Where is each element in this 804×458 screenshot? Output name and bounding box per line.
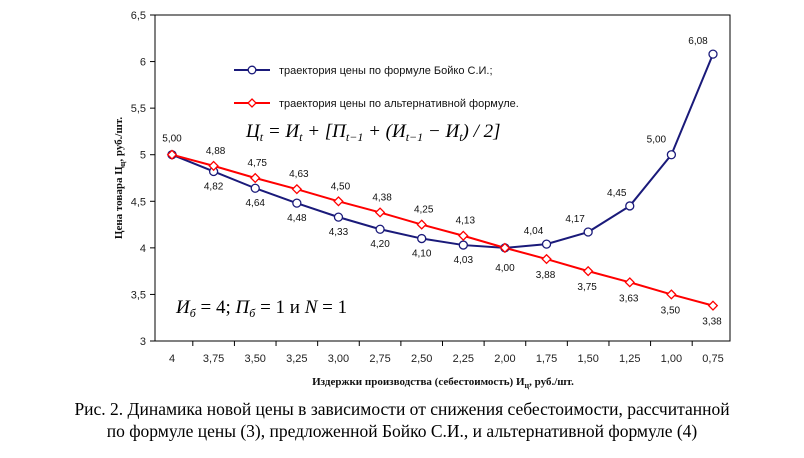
x-tick-label: 3,00 <box>328 353 349 365</box>
data-point-alternative <box>374 207 386 218</box>
data-label-boyko: 5,00 <box>162 134 182 145</box>
data-point-alternative <box>458 230 469 241</box>
data-point-boyko <box>333 212 344 222</box>
data-labels-layer: 5,00 4,82 4,64 4,48 4,33 4,20 4,10 4,03 4,00 4,04… <box>162 36 722 327</box>
legend-label-boyko: траектория цены по формуле Бойко С.И.; <box>279 65 493 77</box>
x-tick-label: 2,75 <box>369 353 390 365</box>
data-label-alternative: 3,63 <box>619 293 639 304</box>
data-point-boyko <box>541 239 552 249</box>
y-axis-title: Цена товара Цц, руб./шт. <box>113 117 127 239</box>
data-point-alternative <box>208 160 219 172</box>
data-point-alternative <box>416 219 427 230</box>
data-point-boyko <box>708 49 718 59</box>
series-line-alternative <box>171 153 714 307</box>
y-tick-label: 6 <box>140 57 146 69</box>
data-label-boyko: 4,03 <box>454 255 474 266</box>
data-label-alternative: 4,88 <box>206 146 226 157</box>
data-point-boyko <box>625 201 635 211</box>
caption-line-2: по формуле цены (3), предложенной Бойко … <box>106 421 698 441</box>
data-point-boyko <box>458 240 468 250</box>
x-tick-label: 3,25 <box>286 353 307 365</box>
data-label-boyko: 4,17 <box>565 214 585 225</box>
x-tick-label: 3,50 <box>245 353 266 365</box>
data-point-alternative <box>166 149 178 160</box>
y-tick-label: 5 <box>140 150 146 162</box>
x-tick-label: 1,25 <box>619 353 640 365</box>
series-line-boyko <box>171 53 714 249</box>
x-tick-label: 1,50 <box>577 353 598 365</box>
data-point-boyko <box>375 224 385 234</box>
data-label-alternative: 4,25 <box>414 205 434 216</box>
data-label-alternative: 4,38 <box>372 192 392 203</box>
data-point-alternative <box>624 277 635 288</box>
x-tick-label: 3,75 <box>203 353 224 365</box>
x-tick-label: 1,75 <box>536 353 557 365</box>
data-point-alternative <box>666 289 677 300</box>
data-label-boyko: 6,08 <box>688 36 708 47</box>
data-label-boyko: 4,00 <box>495 263 515 274</box>
formula-annotation: Цt = Иt + [Пt−1 + (Иt−1 − Иt) / 2] <box>245 121 501 144</box>
legend-label-alternative: траектория цены по альтернативной формул… <box>279 98 519 110</box>
data-label-boyko: 4,82 <box>204 181 224 192</box>
data-label-boyko: 4,10 <box>412 249 432 260</box>
y-tick-label: 3,5 <box>131 289 146 301</box>
data-point-alternative <box>541 253 552 265</box>
data-point-boyko <box>292 198 302 208</box>
data-label-boyko: 4,64 <box>245 198 265 209</box>
data-point-alternative <box>582 265 594 277</box>
data-label-alternative: 4,75 <box>247 158 267 169</box>
x-tick-label: 4 <box>169 353 175 365</box>
data-point-boyko <box>250 183 260 193</box>
data-label-alternative: 3,88 <box>536 270 556 281</box>
data-label-boyko: 4,04 <box>524 226 544 237</box>
x-tick-label: 2,50 <box>411 353 432 365</box>
x-tick-label: 2,25 <box>453 353 474 365</box>
data-point-alternative <box>707 300 719 311</box>
legend-marker-alternative <box>247 98 257 108</box>
caption-line-1: Рис. 2. Динамика новой цены в зависимост… <box>74 399 730 419</box>
x-axis-ticks: 4 3,75 3,50 3,25 3,00 2,75 2,50 2,25 2,00 1,75 1,5… <box>169 341 724 365</box>
legend: траектория цены по формуле Бойко С.И.; т… <box>234 65 519 110</box>
data-point-boyko <box>583 227 593 237</box>
parameters-annotation: Иб = 4; Пб = 1 и N = 1 <box>175 297 347 320</box>
figure-caption: Рис. 2. Динамика новой цены в зависимост… <box>0 398 804 442</box>
y-tick-label: 4,5 <box>131 196 146 208</box>
data-label-alternative: 3,75 <box>577 282 597 293</box>
data-point-alternative <box>250 172 261 184</box>
series-layer <box>166 49 719 311</box>
x-tick-label: 1,00 <box>661 353 682 365</box>
x-axis-title: Издержки производства (себестоимость) Иц… <box>312 376 574 390</box>
price-dynamics-chart: 3 3,5 4 4,5 5 5,5 6 6,5 4 3,75 3,50 3,25 3,00 2,75 2,… <box>113 10 731 390</box>
x-tick-label: 0,75 <box>702 353 723 365</box>
data-label-boyko: 4,33 <box>329 227 349 238</box>
data-label-alternative: 4,63 <box>289 169 309 180</box>
data-point-alternative <box>499 242 511 254</box>
y-tick-label: 5,5 <box>131 103 146 115</box>
data-label-boyko: 4,48 <box>287 213 307 224</box>
data-label-boyko: 5,00 <box>647 135 667 146</box>
x-tick-label: 2,00 <box>494 353 515 365</box>
data-label-alternative: 3,38 <box>702 317 722 328</box>
data-label-boyko: 4,45 <box>607 188 627 199</box>
data-label-alternative: 4,13 <box>456 216 476 227</box>
plot-area-frame <box>154 14 731 342</box>
data-label-boyko: 4,20 <box>370 239 390 250</box>
y-tick-label: 4 <box>140 243 146 255</box>
y-axis-ticks: 3 3,5 4 4,5 5 5,5 6 6,5 <box>131 10 155 348</box>
data-point-alternative <box>333 196 344 207</box>
y-tick-label: 3 <box>140 336 146 348</box>
data-point-boyko <box>666 150 677 160</box>
data-point-alternative <box>291 183 303 195</box>
data-label-alternative: 3,50 <box>661 305 681 316</box>
legend-marker-boyko <box>247 65 257 75</box>
y-tick-label: 6,5 <box>131 10 146 22</box>
data-point-boyko <box>417 233 427 244</box>
data-label-alternative: 4,50 <box>331 181 351 192</box>
